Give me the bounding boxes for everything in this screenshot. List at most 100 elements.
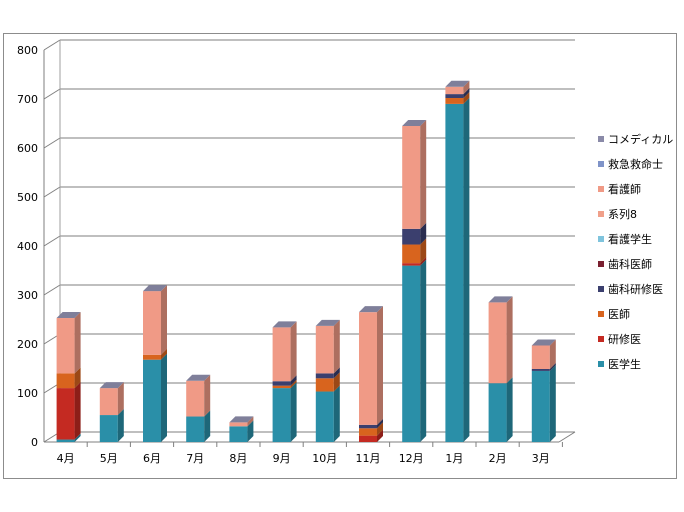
bar-segment-side	[204, 374, 211, 417]
legend-label: 医師	[608, 308, 630, 321]
bar-segment	[56, 388, 75, 440]
bar-segment-side	[117, 382, 124, 416]
stacked-bar-chart: 0 100 200 300 400 500 600 700 800 4月 5月 6月 7月 8月 9月 10月…	[17, 39, 673, 465]
legend-label: 歯科研修医	[608, 282, 663, 296]
legend-swatch	[598, 311, 604, 317]
bar-segment-side	[420, 257, 427, 266]
y-tick-label: 700	[17, 93, 38, 106]
bar-segment	[272, 388, 291, 442]
bar-top	[272, 321, 297, 328]
x-tick-label: 2月	[489, 452, 507, 465]
bar-segment-side	[117, 409, 124, 442]
bar-segment	[272, 381, 291, 386]
bar-segment	[229, 426, 248, 442]
bar-segment	[488, 302, 507, 384]
legend-label: コメディカル	[608, 132, 673, 146]
x-tick-label: 8月	[229, 452, 247, 465]
gridline-depth	[43, 235, 61, 247]
legend-swatch	[598, 336, 604, 342]
bar-segment-side	[290, 375, 297, 386]
bar-segment	[445, 94, 464, 99]
bar-segment-side	[290, 382, 297, 442]
x-tick-label: 7月	[186, 452, 204, 465]
legend-swatch	[598, 161, 604, 167]
y-tick-label: 300	[17, 289, 38, 302]
bar-segment	[359, 424, 377, 429]
bar-segment	[445, 98, 464, 104]
bar-segment	[272, 385, 291, 389]
bar-segment	[445, 86, 464, 95]
gridline-depth	[43, 88, 61, 100]
bar-segment-side	[463, 92, 470, 104]
y-tick-label: 800	[17, 44, 38, 57]
legend-label: 系列8	[608, 207, 637, 221]
bar-top	[143, 285, 167, 292]
y-tick-label: 0	[31, 436, 38, 449]
bar-top	[445, 80, 470, 87]
bar-segment	[99, 388, 118, 416]
bar-top	[531, 339, 556, 346]
bar-segment-side	[204, 410, 211, 442]
bar-segment	[315, 391, 334, 442]
bar-top	[186, 374, 211, 381]
bar-segment	[315, 325, 334, 374]
legend-label: 看護師	[608, 182, 641, 196]
bar-top	[315, 319, 340, 326]
legend-swatch	[598, 136, 604, 142]
bar-segment	[315, 378, 334, 392]
bar-segment	[229, 422, 248, 427]
bar-segment-side	[377, 429, 383, 442]
bar-segment	[531, 370, 550, 442]
bar-segment-side	[463, 97, 470, 443]
bar-top	[56, 312, 81, 319]
legend-label: 医学生	[608, 357, 641, 371]
bar-segment	[531, 345, 550, 369]
bar-segment-side	[377, 306, 383, 425]
bar-segment-side	[333, 372, 340, 392]
chart-frame: 0 100 200 300 400 500 600 700 800 4月 5月 6月 7月 8月 9月 10月…	[3, 33, 677, 479]
legend-swatch	[598, 236, 604, 242]
bar-segment	[359, 435, 377, 442]
bar-segment-side	[333, 319, 340, 374]
bar-segment-side	[463, 88, 470, 99]
bar-segment-side	[161, 348, 167, 360]
x-tick-label: 5月	[100, 452, 118, 465]
bar-segment-side	[506, 296, 513, 384]
x-tick-label: 1月	[445, 452, 463, 465]
bar-segment	[56, 318, 75, 374]
legend-swatch	[598, 286, 604, 292]
bar-segment	[402, 244, 421, 264]
bar-segment	[359, 428, 377, 436]
bar-segment	[402, 125, 421, 229]
bar-segment-side	[506, 377, 513, 442]
y-tick-label: 200	[17, 338, 38, 351]
gridline-depth	[43, 284, 61, 296]
bar-segment	[402, 263, 421, 266]
bar-top	[402, 119, 427, 126]
legend-swatch	[598, 211, 604, 217]
bar-segment-side	[333, 367, 340, 379]
bar-segment-side	[74, 382, 81, 440]
bar-segment	[143, 359, 161, 442]
bar-segment-side	[463, 80, 470, 95]
legend-swatch	[598, 186, 604, 192]
y-tick-label: 400	[17, 240, 38, 253]
bar-segment-side	[549, 339, 556, 369]
bar-segment	[99, 415, 118, 442]
x-tick-label: 12月	[399, 452, 424, 465]
bar-segment-side	[290, 379, 297, 389]
legend-label: 救急救命士	[608, 157, 663, 171]
bar-top	[359, 306, 383, 313]
bar-segment	[402, 265, 421, 442]
bar-segment-side	[161, 285, 167, 355]
bar-segment-side	[74, 367, 81, 389]
bar-segment	[186, 380, 205, 417]
bar-segment-side	[420, 259, 427, 442]
bar-segment	[488, 383, 507, 442]
legend-swatch	[598, 361, 604, 367]
bar-segment	[531, 368, 550, 371]
bar-segment-side	[549, 364, 556, 442]
legend-swatch	[598, 261, 604, 267]
legend-label: 研修医	[608, 332, 641, 346]
bar-segment-side	[247, 420, 254, 442]
